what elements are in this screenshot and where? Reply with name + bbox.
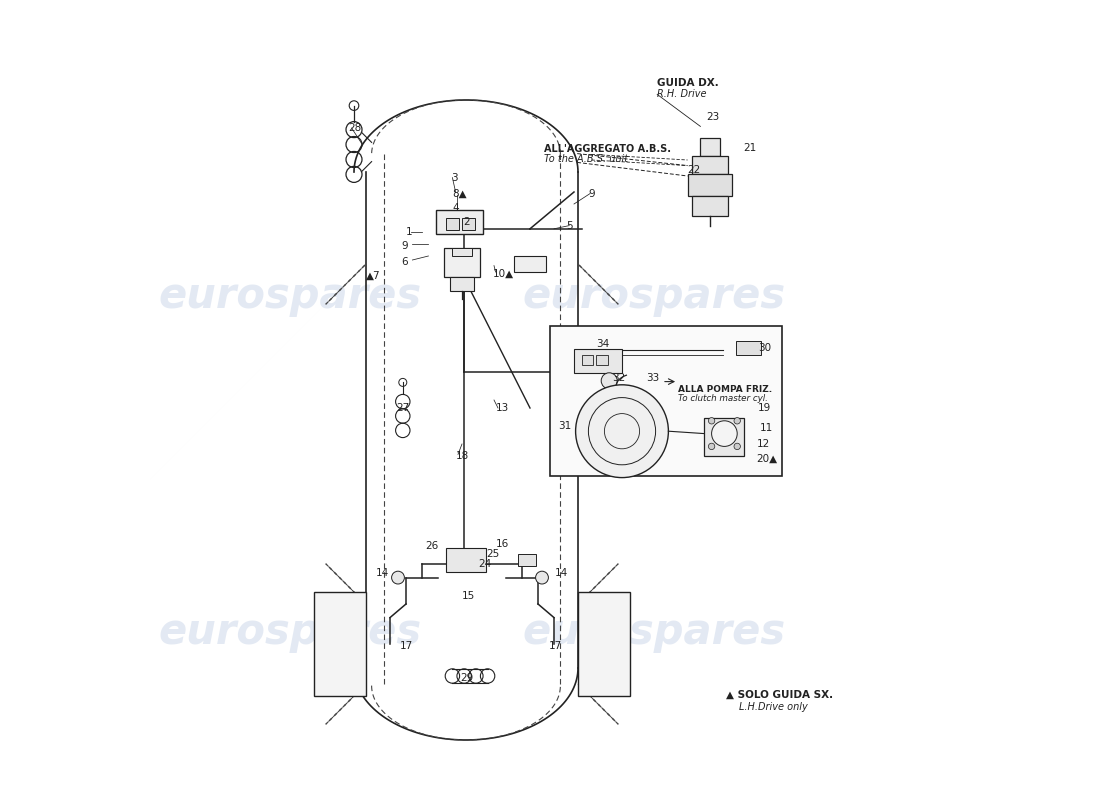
Text: 19: 19 xyxy=(758,403,771,413)
Text: eurospares: eurospares xyxy=(522,275,785,317)
Bar xyxy=(688,174,733,196)
Bar xyxy=(704,418,745,456)
Bar xyxy=(314,592,366,696)
Circle shape xyxy=(602,373,617,389)
Circle shape xyxy=(536,571,549,584)
Text: ALLA POMPA FRIZ.: ALLA POMPA FRIZ. xyxy=(678,385,772,394)
Circle shape xyxy=(712,421,737,446)
Text: To clutch master cyl.: To clutch master cyl. xyxy=(678,394,768,403)
Text: To the A.B.S. unit: To the A.B.S. unit xyxy=(543,154,628,164)
Text: 32: 32 xyxy=(613,373,626,382)
Text: 1: 1 xyxy=(406,227,412,237)
Bar xyxy=(437,210,483,234)
Text: 29: 29 xyxy=(461,674,474,683)
Text: 2: 2 xyxy=(463,218,470,227)
Circle shape xyxy=(575,385,669,478)
Text: 23: 23 xyxy=(706,112,719,122)
Text: 8▲: 8▲ xyxy=(452,189,468,198)
Text: 15: 15 xyxy=(462,591,475,601)
Text: 14: 14 xyxy=(375,568,389,578)
Text: eurospares: eurospares xyxy=(522,611,785,653)
Circle shape xyxy=(708,418,715,424)
Bar xyxy=(550,326,782,476)
Text: 25: 25 xyxy=(486,549,499,558)
Text: eurospares: eurospares xyxy=(158,611,421,653)
Text: 34: 34 xyxy=(596,339,609,349)
Text: 3: 3 xyxy=(451,173,458,182)
Bar xyxy=(446,218,459,230)
Text: 16: 16 xyxy=(496,539,509,549)
Text: 12: 12 xyxy=(757,439,770,449)
Text: 6: 6 xyxy=(402,257,408,266)
Bar xyxy=(450,277,474,291)
Bar xyxy=(701,138,719,156)
Circle shape xyxy=(708,443,715,450)
Text: 28: 28 xyxy=(349,123,362,133)
Text: 9: 9 xyxy=(588,189,595,198)
Text: ALL'AGGREGATO A.B.S.: ALL'AGGREGATO A.B.S. xyxy=(543,144,671,154)
Text: 14: 14 xyxy=(554,568,568,578)
Text: 5: 5 xyxy=(566,221,573,230)
Text: 24: 24 xyxy=(478,559,492,569)
Text: 13: 13 xyxy=(496,403,509,413)
Bar xyxy=(692,156,727,174)
Text: ▲7: ▲7 xyxy=(366,271,381,281)
Bar xyxy=(736,341,761,355)
Bar xyxy=(582,355,593,365)
Bar xyxy=(578,592,630,696)
Bar xyxy=(514,256,546,272)
Text: 26: 26 xyxy=(426,541,439,550)
Circle shape xyxy=(734,443,740,450)
Circle shape xyxy=(392,571,405,584)
Text: 4: 4 xyxy=(452,203,459,213)
Text: 17: 17 xyxy=(549,642,562,651)
Text: 17: 17 xyxy=(399,642,412,651)
Bar xyxy=(518,554,536,566)
Text: 9: 9 xyxy=(402,241,408,250)
Bar xyxy=(446,548,486,572)
Circle shape xyxy=(734,418,740,424)
Bar xyxy=(462,218,475,230)
Bar xyxy=(596,355,607,365)
Text: 10▲: 10▲ xyxy=(493,269,514,278)
Text: 31: 31 xyxy=(558,421,571,430)
Text: L.H.Drive only: L.H.Drive only xyxy=(739,702,807,712)
Bar xyxy=(574,349,622,373)
Text: 33: 33 xyxy=(646,373,659,382)
Text: ▲ SOLO GUIDA SX.: ▲ SOLO GUIDA SX. xyxy=(726,690,833,699)
Bar xyxy=(444,248,480,277)
Text: 30: 30 xyxy=(758,343,771,353)
Text: R.H. Drive: R.H. Drive xyxy=(657,90,706,99)
Text: 20▲: 20▲ xyxy=(757,454,778,464)
Text: eurospares: eurospares xyxy=(158,275,421,317)
Bar xyxy=(692,196,727,216)
Text: 27: 27 xyxy=(396,403,409,413)
Text: 18: 18 xyxy=(455,451,469,461)
Text: 21: 21 xyxy=(744,143,757,153)
Text: 22: 22 xyxy=(688,165,701,174)
Bar xyxy=(452,248,472,256)
Text: GUIDA DX.: GUIDA DX. xyxy=(657,78,719,88)
Text: 11: 11 xyxy=(760,423,773,433)
